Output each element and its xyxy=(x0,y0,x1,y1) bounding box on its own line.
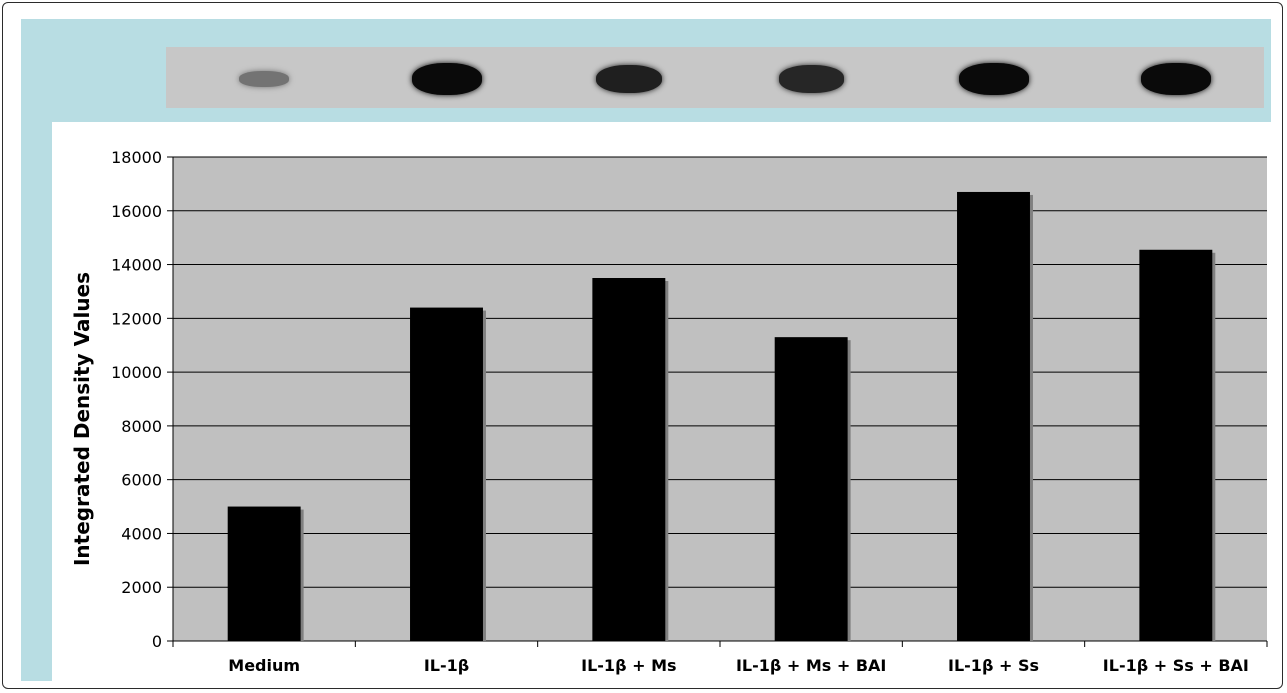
y-tick-label: 10000 xyxy=(111,363,162,382)
x-category-label: IL-1β xyxy=(424,656,469,675)
x-category-label: IL-1β + Ss xyxy=(948,656,1039,675)
blot-band xyxy=(411,63,482,95)
blot-band xyxy=(1140,63,1211,95)
bar xyxy=(774,337,848,641)
y-tick-label: 14000 xyxy=(111,256,162,275)
y-tick-label: 18000 xyxy=(111,148,162,167)
bar xyxy=(592,278,666,641)
bar xyxy=(410,307,483,641)
y-tick-label: 16000 xyxy=(111,202,162,221)
y-tick-label: 12000 xyxy=(111,309,162,328)
blot-band xyxy=(595,64,662,94)
y-tick-label: 2000 xyxy=(121,578,162,597)
western-blot-strip xyxy=(166,47,1264,108)
x-category-label: Medium xyxy=(228,656,300,675)
bar xyxy=(957,191,1030,641)
x-category-label: IL-1β + Ms + BAI xyxy=(736,656,886,675)
plot-area xyxy=(173,157,1267,641)
y-tick-label: 8000 xyxy=(121,417,162,436)
y-tick-label: 6000 xyxy=(121,471,162,490)
x-category-label: IL-1β + Ms xyxy=(581,656,676,675)
blot-band xyxy=(778,65,844,93)
blot-band xyxy=(958,63,1029,95)
bar-chart: 0 2000 4000 6000 8000 10000 12000 14000 16000 180… xyxy=(70,148,1268,675)
y-tick-label: 4000 xyxy=(121,524,162,543)
bar xyxy=(1139,249,1213,641)
blot-band xyxy=(238,71,290,87)
x-category-label: IL-1β + Ss + BAI xyxy=(1103,656,1249,675)
y-tick-label: 0 xyxy=(152,632,162,651)
y-axis-title: Integrated Density Values xyxy=(70,272,94,566)
chart-card: 0 2000 4000 6000 8000 10000 12000 14000 16000 180… xyxy=(52,122,1277,685)
figure-panel: 0 2000 4000 6000 8000 10000 12000 14000 16000 180… xyxy=(21,19,1277,685)
bar xyxy=(227,506,301,641)
